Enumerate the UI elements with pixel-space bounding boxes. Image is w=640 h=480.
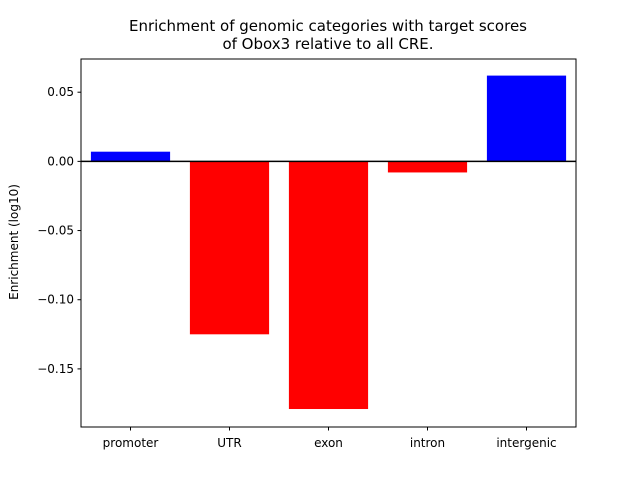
y-tick-label: 0.00 xyxy=(47,154,74,168)
bar-exon xyxy=(288,161,369,410)
y-tick-label: 0.05 xyxy=(47,85,74,99)
bar-intergenic xyxy=(486,75,567,162)
y-tick-label: −0.05 xyxy=(37,224,74,238)
chart-title-line-1: Enrichment of genomic categories with ta… xyxy=(129,17,527,35)
x-tick-label: intron xyxy=(410,436,445,450)
plot-area: 0.05 0.00 −0.05 −0.10 −0.15 promoter UTR exon in… xyxy=(37,58,577,450)
x-tick-label: intergenic xyxy=(496,436,556,450)
x-tick-label: exon xyxy=(314,436,343,450)
y-axis-label: Enrichment (log10) xyxy=(7,184,21,300)
bar-promoter xyxy=(90,151,171,162)
x-tick-label: UTR xyxy=(217,436,241,450)
y-tick-label: −0.15 xyxy=(37,362,74,376)
x-tick-label: promoter xyxy=(103,436,159,450)
chart-title-line-2: of Obox3 relative to all CRE. xyxy=(222,35,433,53)
bar-intron xyxy=(387,161,468,173)
y-tick-label: −0.10 xyxy=(37,293,74,307)
bar-UTR xyxy=(189,161,270,335)
